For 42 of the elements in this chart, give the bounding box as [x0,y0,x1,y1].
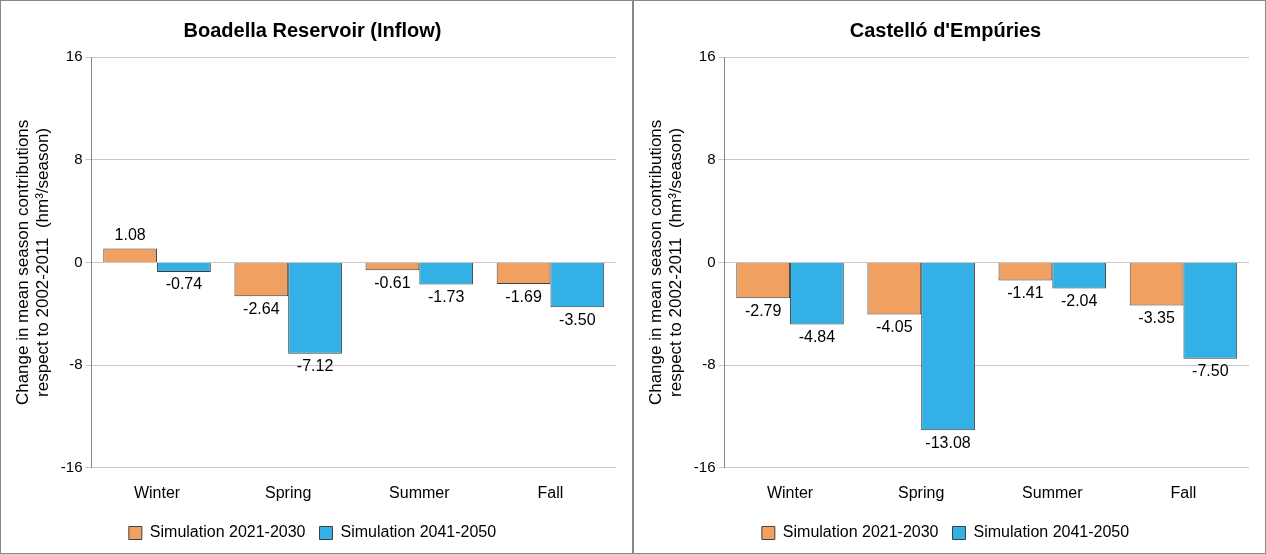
y-axis-title: Change in mean season contributions respect to 2002-2011 (hm³/season) [645,119,686,406]
y-tick-label: -16 [60,457,83,475]
x-tick-label: Winter [766,483,814,501]
data-label: -0.74 [165,275,203,293]
y-axis-title: Change in mean season contributions respect to 2002-2011 (hm³/season) [12,119,53,406]
x-tick-label: Spring [265,483,312,501]
y-tick-label: 8 [74,149,83,167]
legend-label: Simulation 2041-2050 [340,523,497,541]
data-label: -2.79 [744,301,782,319]
data-label: -13.08 [925,433,971,451]
data-label: -1.73 [427,288,465,306]
legend-label: Simulation 2041-2050 [973,523,1130,541]
x-tick-label: Winter [133,483,181,501]
x-tick-label: Fall [1170,483,1197,501]
y-tick-label: 8 [707,149,716,167]
data-label: 1.08 [114,225,146,243]
data-label: -1.41 [1007,283,1044,301]
data-label: -7.12 [296,357,334,375]
data-label: -4.05 [876,317,913,335]
y-tick-label: 16 [65,47,83,65]
y-tick-label: -16 [693,457,716,475]
data-label: -0.61 [374,273,411,291]
data-label: -7.50 [1192,362,1229,380]
y-tick-label: 0 [74,252,83,270]
x-tick-label: Summer [1022,483,1084,501]
data-label: -3.35 [1138,308,1175,326]
x-tick-label: Summer [389,483,451,501]
legend-label: Simulation 2021-2030 [782,523,939,541]
y-tick-label: -8 [69,355,83,373]
y-tick-label: 16 [698,47,716,65]
data-label: -2.04 [1060,291,1098,309]
x-tick-label: Spring [898,483,945,501]
data-label: -1.69 [505,287,542,305]
chart-title: Boadella Reservoir (Inflow) [183,18,442,41]
chart-title: Castelló d'Empúries [849,18,1042,41]
data-label: -2.64 [243,299,280,317]
legend-label: Simulation 2021-2030 [149,523,306,541]
y-tick-label: 0 [707,252,716,270]
data-label: -3.50 [559,310,596,328]
data-label: -4.84 [798,327,836,345]
y-tick-label: -8 [702,355,716,373]
x-tick-label: Fall [537,483,564,501]
